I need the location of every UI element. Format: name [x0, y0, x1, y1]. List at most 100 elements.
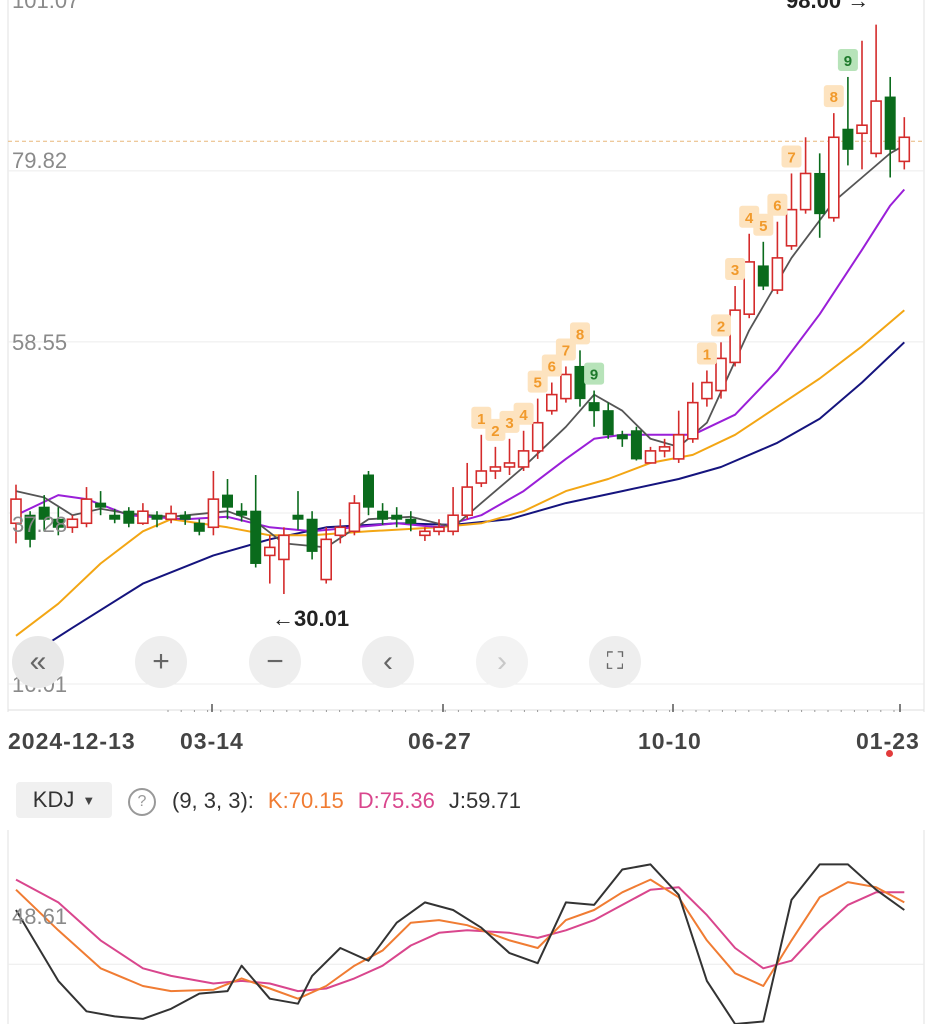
- nine-turn-label-text: 5: [759, 218, 767, 235]
- candle-body-up: [207, 498, 220, 529]
- ma-line-2: [15, 188, 906, 533]
- candle: [38, 495, 50, 532]
- nine-turn-label: 1: [696, 342, 717, 365]
- candle-body-up: [433, 526, 445, 533]
- candle-body-down: [616, 434, 628, 440]
- scroll-left-button[interactable]: ‹: [362, 636, 414, 688]
- nine-turn-label-text: 2: [491, 423, 499, 440]
- candle-body-up: [531, 421, 544, 452]
- double-chevron-left-icon: «: [29, 645, 47, 678]
- kdj-chart[interactable]: [0, 830, 934, 1024]
- candle: [433, 519, 445, 536]
- candle-body-down: [405, 518, 417, 524]
- candle: [334, 519, 347, 544]
- kdj-d-value: D:75.36: [357, 788, 435, 813]
- candle-body-down: [757, 265, 769, 287]
- scroll-right-button[interactable]: ›: [476, 636, 528, 688]
- candle-body-up: [461, 486, 474, 517]
- ma-line-3: [15, 309, 905, 637]
- nine-turn-label-bg: [584, 362, 605, 385]
- nine-turn-label-text: 6: [773, 198, 781, 215]
- nine-turn-label-text: 1: [477, 411, 485, 428]
- candle: [503, 438, 516, 476]
- candle: [814, 153, 826, 238]
- candle: [517, 430, 530, 471]
- candle-body-down: [236, 510, 248, 516]
- candle: [884, 76, 896, 178]
- candle-body-up: [898, 136, 911, 163]
- candle-body-down: [52, 518, 64, 528]
- nine-turn-label: 3: [725, 258, 746, 281]
- nine-turn-label-text: 3: [731, 262, 739, 279]
- candle-body-down: [363, 474, 374, 508]
- candle-body-down: [814, 172, 826, 215]
- candle-body-up: [165, 512, 177, 521]
- candle: [179, 511, 191, 525]
- plus-icon: +: [152, 645, 170, 678]
- zoom-out-button[interactable]: −: [249, 636, 301, 688]
- candle-body-up: [447, 514, 459, 533]
- x-axis-label-end: 01-23: [856, 728, 920, 754]
- kdj-k-value: K:70.15: [267, 788, 344, 813]
- candle: [461, 462, 474, 520]
- nine-turn-label-bg: [541, 354, 562, 377]
- candle: [207, 470, 220, 536]
- help-icon[interactable]: ?: [128, 788, 156, 816]
- fullscreen-button[interactable]: ⛶: [589, 636, 641, 688]
- zoom-in-button[interactable]: +: [135, 636, 187, 688]
- kdj-y-label: 48.61: [12, 904, 68, 929]
- ma-line-4: [15, 341, 905, 665]
- candle: [66, 515, 79, 533]
- min-price-value: 30.01: [294, 606, 350, 631]
- candle-body-up: [658, 446, 671, 452]
- candle-body-up: [320, 538, 333, 581]
- candle-body-up: [348, 502, 361, 533]
- candle: [842, 76, 854, 166]
- candle-body-down: [292, 514, 304, 520]
- nine-turn-label-text: 9: [590, 367, 598, 384]
- max-price-annotation: 98.00 →: [786, 0, 869, 14]
- candle: [348, 495, 361, 536]
- candle: [771, 221, 784, 295]
- candle: [856, 40, 868, 170]
- candle-body-up: [10, 498, 22, 525]
- candle-body-up: [66, 518, 79, 529]
- candle: [222, 479, 233, 520]
- nine-turn-label: 7: [781, 145, 802, 168]
- x-axis-label-2: 03-14: [180, 728, 244, 754]
- candle: [377, 503, 389, 525]
- chevron-left-icon: ‹: [383, 645, 393, 678]
- candle-body-down: [306, 518, 318, 552]
- candle: [391, 507, 403, 528]
- min-price-arrow: ←: [272, 606, 294, 631]
- fullscreen-icon: ⛶: [606, 648, 624, 675]
- candle-body-up: [560, 373, 572, 400]
- indicator-dropdown[interactable]: KDJ ▼: [16, 782, 112, 818]
- candle-body-down: [95, 502, 107, 508]
- kdj-j-line: [15, 863, 905, 1024]
- nine-turn-label-bg: [527, 370, 548, 393]
- candle-body-up: [870, 100, 882, 155]
- caret-down-icon: ▼: [82, 792, 96, 808]
- candle-body-down: [842, 128, 854, 150]
- nine-turn-label-bg: [781, 145, 802, 168]
- x-axis-label-3: 06-27: [408, 728, 472, 754]
- nine-turn-label: 6: [541, 354, 562, 377]
- candle: [475, 434, 488, 488]
- candle: [278, 527, 290, 595]
- candle: [672, 410, 685, 463]
- candle: [292, 491, 304, 530]
- x-axis-label-4: 10-10: [638, 728, 702, 754]
- rewind-button[interactable]: «: [12, 636, 64, 688]
- candle-body-down: [38, 506, 50, 520]
- nine-turn-label-bg: [570, 322, 590, 345]
- candle-body-up: [419, 530, 431, 537]
- kdj-d-line: [15, 878, 905, 993]
- candle: [743, 233, 756, 319]
- nine-turn-label-text: 8: [576, 326, 584, 343]
- candle-body-up: [80, 498, 93, 525]
- candle: [320, 527, 333, 584]
- candle: [644, 446, 657, 464]
- candle-body-down: [123, 510, 135, 524]
